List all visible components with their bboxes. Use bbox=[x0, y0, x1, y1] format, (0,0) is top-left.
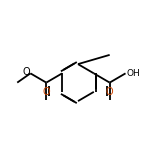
Text: O: O bbox=[42, 87, 50, 97]
Text: O: O bbox=[106, 87, 114, 97]
Text: O: O bbox=[22, 67, 30, 77]
Text: OH: OH bbox=[126, 69, 140, 78]
